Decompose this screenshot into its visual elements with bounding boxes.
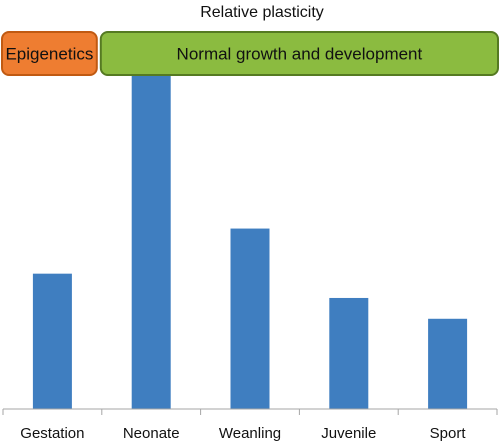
x-tick-label-juvenile: Juvenile bbox=[321, 425, 376, 442]
bars-layer bbox=[32, 62, 468, 409]
chart-title: Relative plasticity bbox=[200, 4, 324, 21]
bar-neonate bbox=[131, 62, 171, 409]
x-ticks-layer bbox=[2, 409, 498, 415]
bar-weanling bbox=[230, 228, 270, 409]
x-labels-layer: Gestation Neonate Weanling Juvenile Sport bbox=[20, 425, 466, 442]
x-tick-label-weanling: Weanling bbox=[219, 425, 281, 442]
bar-gestation bbox=[32, 273, 72, 409]
annotation-label: Normal growth and development bbox=[177, 45, 423, 64]
annotations-layer: Epigenetics Normal growth and development bbox=[1, 31, 500, 76]
x-tick-label-gestation: Gestation bbox=[20, 425, 84, 442]
annotation-banner-1: Normal growth and development bbox=[99, 31, 500, 76]
bar-juvenile bbox=[329, 297, 369, 409]
x-tick-label-neonate: Neonate bbox=[123, 425, 180, 442]
annotation-box bbox=[1, 31, 98, 76]
x-tick-label-sport: Sport bbox=[430, 425, 467, 442]
annotation-label: Epigenetics bbox=[5, 45, 93, 64]
bar-sport bbox=[428, 318, 468, 409]
annotation-box bbox=[99, 31, 500, 76]
annotation-banner-0: Epigenetics bbox=[1, 31, 98, 76]
